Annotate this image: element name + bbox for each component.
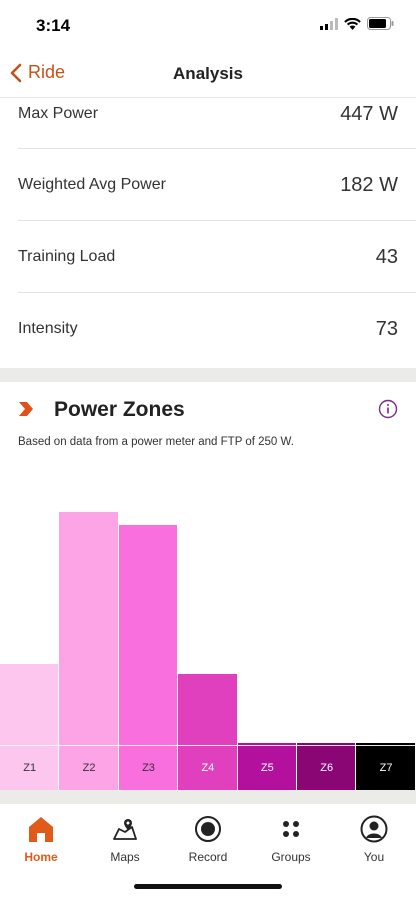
navigation-bar: Ride Analysis (0, 50, 416, 98)
tab-bar: Home Maps Record (0, 804, 416, 874)
zone-bar-z2 (59, 511, 119, 790)
stat-row-max-power: Max Power 447 W (18, 98, 416, 149)
zone-label-z1: Z1 (0, 745, 60, 790)
tab-you[interactable]: You (334, 812, 414, 864)
tab-label: Groups (271, 850, 311, 864)
map-icon (113, 819, 137, 840)
tab-label: Maps (110, 850, 140, 864)
page-title: Analysis (173, 64, 243, 83)
stat-label: Max Power (18, 105, 99, 122)
status-time: 3:14 (36, 16, 71, 35)
tab-label: Home (24, 850, 58, 864)
home-indicator (134, 884, 282, 889)
zone-bar-z4 (178, 673, 238, 790)
profile-icon (360, 815, 388, 843)
power-zones-chart: Z1 Z2 Z3 Z4 Z5 Z6 Z7 (0, 460, 416, 790)
zone-label-z6: Z6 (297, 745, 357, 790)
section-divider (0, 790, 416, 804)
zone-label-z2: Z2 (59, 745, 119, 790)
wifi-icon (344, 17, 361, 30)
tab-record[interactable]: Record (168, 812, 248, 864)
zone-label-z7: Z7 (356, 745, 416, 790)
stat-value: 182 W (340, 174, 398, 196)
back-button[interactable]: Ride (10, 62, 65, 83)
groups-icon (283, 821, 299, 837)
tab-groups[interactable]: Groups (251, 812, 331, 864)
zone-label-z5: Z5 (237, 745, 297, 790)
stat-label: Weighted Avg Power (18, 176, 166, 193)
stat-row-training-load: Training Load 43 (18, 221, 416, 293)
zone-bar-z6 (297, 743, 357, 790)
info-icon[interactable] (378, 399, 398, 419)
home-icon (29, 817, 53, 842)
zone-label-z4: Z4 (178, 745, 238, 790)
power-zones-subtitle: Based on data from a power meter and FTP… (18, 436, 294, 448)
tab-home[interactable]: Home (1, 812, 81, 864)
status-icons (320, 17, 394, 30)
stat-value: 43 (375, 246, 398, 268)
tab-maps[interactable]: Maps (85, 812, 165, 864)
zone-label-z3: Z3 (118, 745, 179, 790)
stat-label: Training Load (18, 248, 116, 265)
battery-icon (367, 17, 394, 30)
back-label: Ride (28, 62, 66, 82)
power-zones-chevron-icon (19, 402, 33, 416)
zone-bar-z1 (0, 663, 60, 790)
record-icon (195, 816, 221, 842)
section-divider (0, 368, 416, 382)
stat-row-intensity: Intensity 73 (18, 293, 416, 368)
status-bar: 3:14 (0, 0, 416, 50)
zone-bar-z7 (356, 743, 416, 790)
stats-list: Max Power 447 W Weighted Avg Power 182 W… (0, 98, 416, 368)
cellular-signal-icon (320, 17, 338, 30)
chevron-left-icon (10, 63, 22, 82)
stat-value: 447 W (340, 103, 398, 125)
tab-label: Record (188, 850, 228, 864)
power-zones-title: Power Zones (54, 398, 185, 421)
zone-bar-z5 (237, 743, 297, 790)
tab-label: You (363, 850, 385, 864)
stat-value: 73 (375, 318, 398, 340)
stat-label: Intensity (18, 320, 78, 337)
power-zones-header: Power Zones Based on data from a power m… (0, 382, 416, 470)
stat-row-weighted-avg-power: Weighted Avg Power 182 W (18, 149, 416, 221)
